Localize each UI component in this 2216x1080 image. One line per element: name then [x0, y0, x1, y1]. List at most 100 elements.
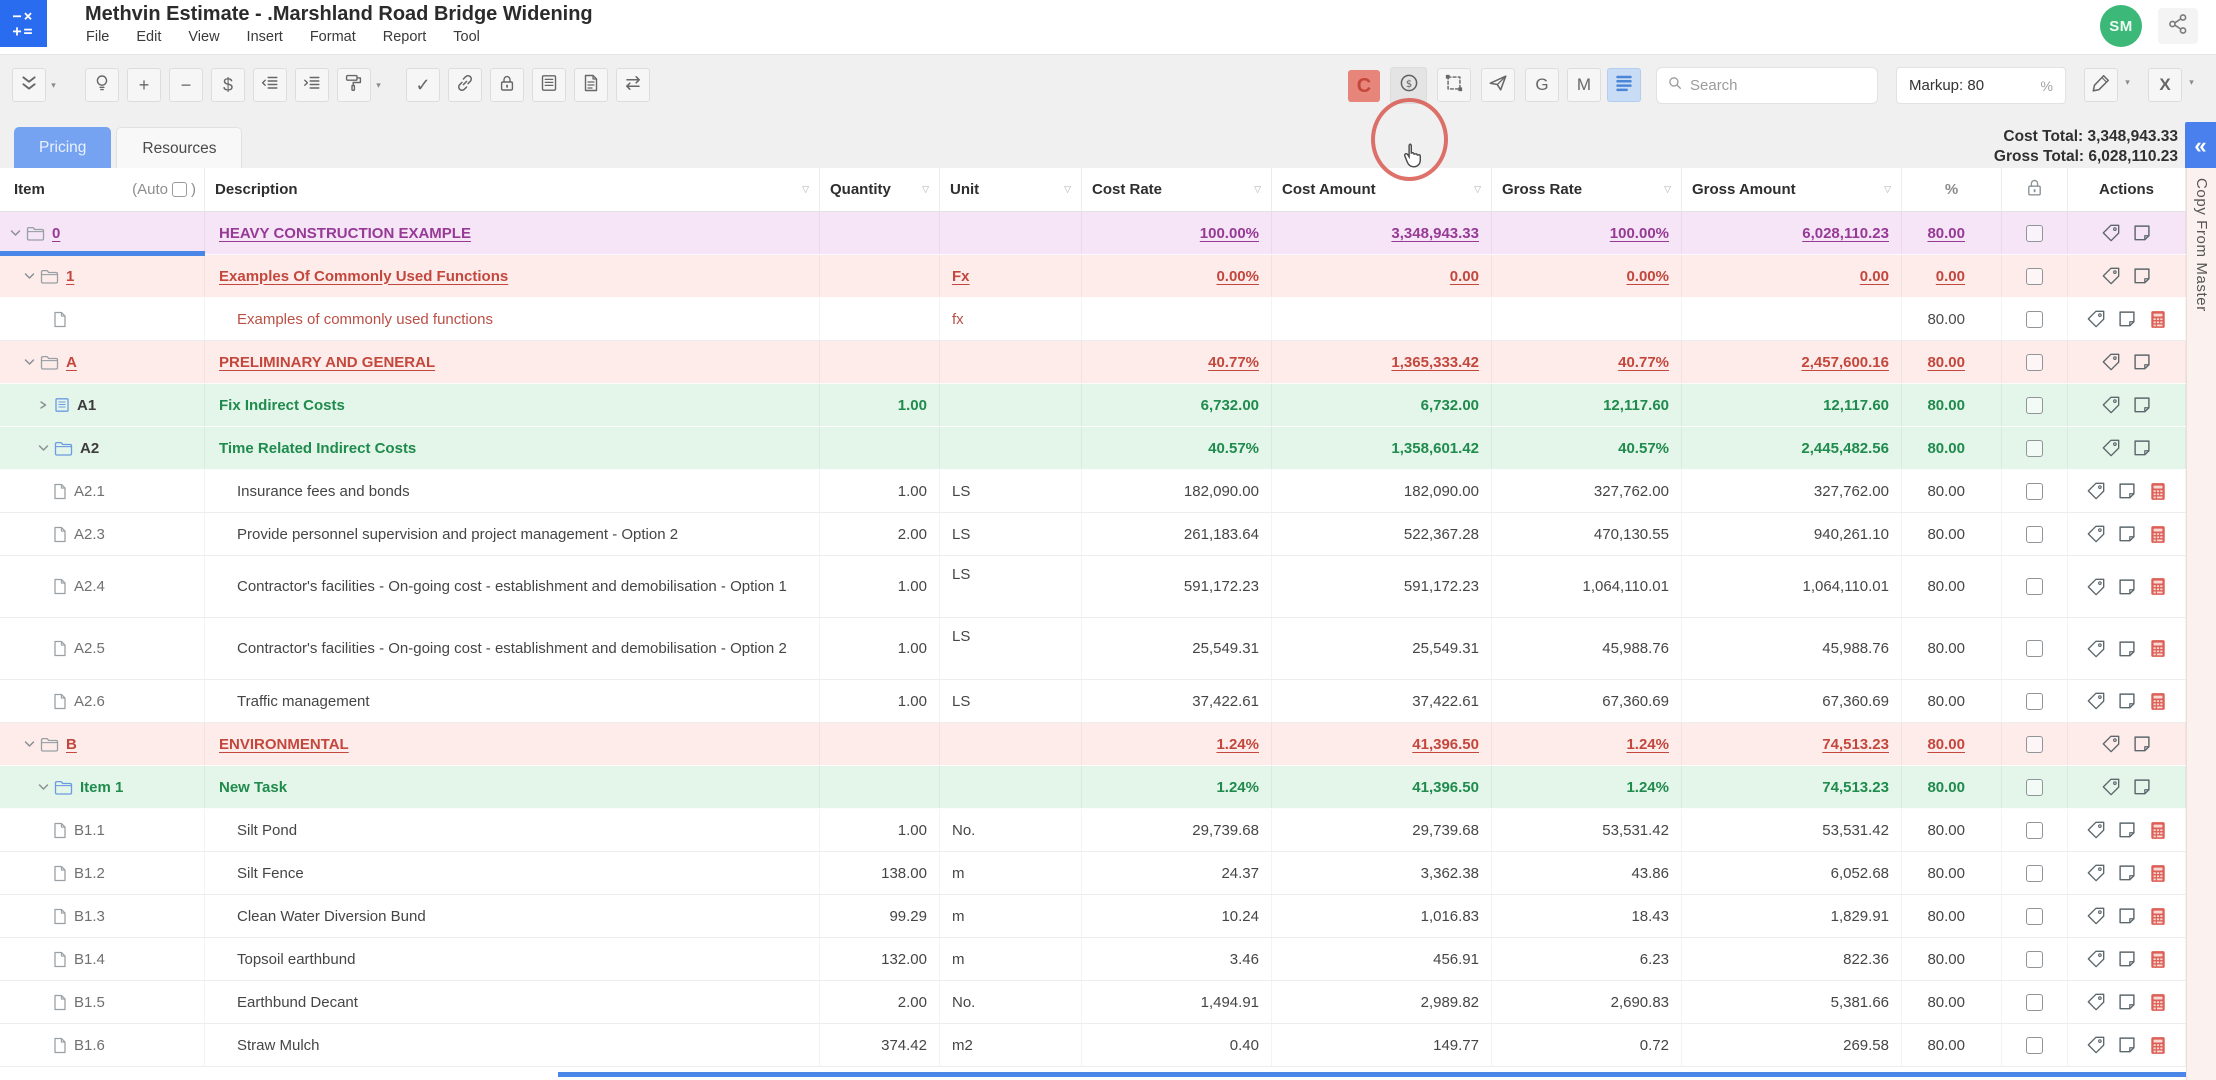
excel-export-caret[interactable]: ▾	[2189, 77, 2194, 87]
row-checkbox[interactable]	[2026, 482, 2043, 500]
gross-amount-cell[interactable]	[1682, 298, 1902, 340]
priced-rows-button[interactable]	[532, 68, 566, 102]
percent-cell[interactable]: 80.00	[1902, 513, 2002, 555]
description-cell[interactable]: PRELIMINARY AND GENERAL	[205, 341, 820, 383]
unit-cell[interactable]: m	[940, 938, 1082, 980]
expand-toggle[interactable]	[22, 358, 37, 366]
col-header-gross-amount[interactable]: Gross Amount ▽	[1682, 168, 1902, 211]
tag-button[interactable]	[2085, 690, 2107, 712]
cost-rate-cell[interactable]: 591,172.23	[1082, 556, 1272, 617]
unit-cell[interactable]	[940, 766, 1082, 808]
outdent-button[interactable]	[253, 68, 287, 102]
gross-rate-cell[interactable]	[1492, 298, 1682, 340]
quantity-cell[interactable]: 1.00	[820, 384, 940, 426]
percent-cell[interactable]: 0.00	[1902, 255, 2002, 297]
report-doc-button[interactable]	[574, 68, 608, 102]
col-header-percent[interactable]: %	[1902, 168, 2002, 211]
unit-cell[interactable]	[940, 212, 1082, 254]
gross-rate-cell[interactable]: 470,130.55	[1492, 513, 1682, 555]
calc-button[interactable]	[2147, 690, 2169, 712]
gross-rate-cell[interactable]: 53,531.42	[1492, 809, 1682, 851]
item-cell[interactable]: B1.5	[0, 981, 205, 1023]
pdf-export-button[interactable]	[2084, 68, 2118, 102]
row-checkbox[interactable]	[2026, 907, 2043, 925]
item-cell[interactable]: Item 1	[0, 766, 205, 808]
row-checkbox[interactable]	[2026, 692, 2043, 710]
quantity-cell[interactable]: 1.00	[820, 618, 940, 679]
col-header-quantity[interactable]: Quantity ▽	[820, 168, 940, 211]
description-cell[interactable]: Contractor's facilities - On-going cost …	[205, 556, 820, 617]
tab-resources[interactable]: Resources	[116, 127, 243, 169]
gross-amount-cell[interactable]: 269.58	[1682, 1024, 1902, 1066]
collapse-all-button[interactable]	[12, 68, 46, 102]
gross-amount-cell[interactable]: 74,513.23	[1682, 766, 1902, 808]
quantity-cell[interactable]: 2.00	[820, 981, 940, 1023]
row-checkbox[interactable]	[2026, 640, 2043, 657]
expand-toggle[interactable]	[36, 444, 51, 452]
expand-toggle[interactable]	[36, 401, 51, 409]
item-cell[interactable]: A2.6	[0, 680, 205, 722]
note-button[interactable]	[2131, 351, 2153, 373]
g-button[interactable]: G	[1525, 68, 1559, 102]
quantity-cell[interactable]: 138.00	[820, 852, 940, 894]
quantity-cell[interactable]: 2.00	[820, 513, 940, 555]
unit-cell[interactable]: m	[940, 852, 1082, 894]
cost-rate-cell[interactable]: 6,732.00	[1082, 384, 1272, 426]
tag-button[interactable]	[2085, 862, 2107, 884]
cost-amount-cell[interactable]: 1,365,333.42	[1272, 341, 1492, 383]
calc-button[interactable]	[2147, 523, 2169, 545]
cost-amount-cell[interactable]: 1,016.83	[1272, 895, 1492, 937]
gross-rate-cell[interactable]: 40.57%	[1492, 427, 1682, 469]
cost-amount-cell[interactable]: 2,989.82	[1272, 981, 1492, 1023]
gross-amount-cell[interactable]: 1,829.91	[1682, 895, 1902, 937]
percent-cell[interactable]: 80.00	[1902, 938, 2002, 980]
calc-button[interactable]	[2147, 862, 2169, 884]
cost-rate-cell[interactable]: 25,549.31	[1082, 618, 1272, 679]
item-cell[interactable]: B1.1	[0, 809, 205, 851]
cost-rate-cell[interactable]: 261,183.64	[1082, 513, 1272, 555]
gross-rate-cell[interactable]: 327,762.00	[1492, 470, 1682, 512]
note-button[interactable]	[2116, 308, 2138, 330]
item-cell[interactable]: A2.4	[0, 556, 205, 617]
format-painter-button[interactable]	[337, 68, 371, 102]
gross-rate-cell[interactable]: 100.00%	[1492, 212, 1682, 254]
gross-rate-cell[interactable]: 2,690.83	[1492, 981, 1682, 1023]
lock-button[interactable]	[490, 68, 524, 102]
unit-cell[interactable]: LS	[940, 470, 1082, 512]
note-button[interactable]	[2116, 576, 2138, 598]
item-cell[interactable]: A1	[0, 384, 205, 426]
cost-amount-cell[interactable]: 3,362.38	[1272, 852, 1492, 894]
menu-item-report[interactable]: Report	[382, 29, 427, 45]
user-avatar[interactable]: SM	[2100, 5, 2142, 47]
pdf-export-caret[interactable]: ▾	[2125, 77, 2130, 87]
note-button[interactable]	[2131, 394, 2153, 416]
calc-button[interactable]	[2147, 480, 2169, 502]
unit-cell[interactable]: m	[940, 895, 1082, 937]
cost-rate-cell[interactable]: 0.00%	[1082, 255, 1272, 297]
calc-button[interactable]	[2147, 948, 2169, 970]
col-header-lock[interactable]	[2002, 168, 2068, 211]
description-cell[interactable]: Clean Water Diversion Bund	[205, 895, 820, 937]
cost-amount-cell[interactable]: 41,396.50	[1272, 723, 1492, 765]
description-cell[interactable]: Topsoil earthbund	[205, 938, 820, 980]
tag-button[interactable]	[2100, 776, 2122, 798]
unit-cell[interactable]: LS	[940, 556, 1082, 617]
quantity-cell[interactable]	[820, 427, 940, 469]
gross-amount-cell[interactable]: 6,052.68	[1682, 852, 1902, 894]
row-checkbox[interactable]	[2026, 224, 2043, 242]
note-button[interactable]	[2116, 862, 2138, 884]
tag-button[interactable]	[2100, 222, 2122, 244]
cost-rate-cell[interactable]: 1.24%	[1082, 766, 1272, 808]
row-checkbox[interactable]	[2026, 310, 2043, 328]
unit-cell[interactable]: LS	[940, 618, 1082, 679]
note-button[interactable]	[2116, 819, 2138, 841]
gross-rate-cell[interactable]: 12,117.60	[1492, 384, 1682, 426]
percent-cell[interactable]: 80.00	[1902, 766, 2002, 808]
sort-caret-icon[interactable]: ▽	[802, 184, 809, 194]
description-cell[interactable]: Earthbund Decant	[205, 981, 820, 1023]
cost-rate-cell[interactable]: 1,494.91	[1082, 981, 1272, 1023]
calc-button[interactable]	[2147, 991, 2169, 1013]
copy-from-master-panel[interactable]: Copy From Master	[2186, 168, 2216, 1080]
percent-cell[interactable]: 80.00	[1902, 895, 2002, 937]
unit-cell[interactable]	[940, 723, 1082, 765]
